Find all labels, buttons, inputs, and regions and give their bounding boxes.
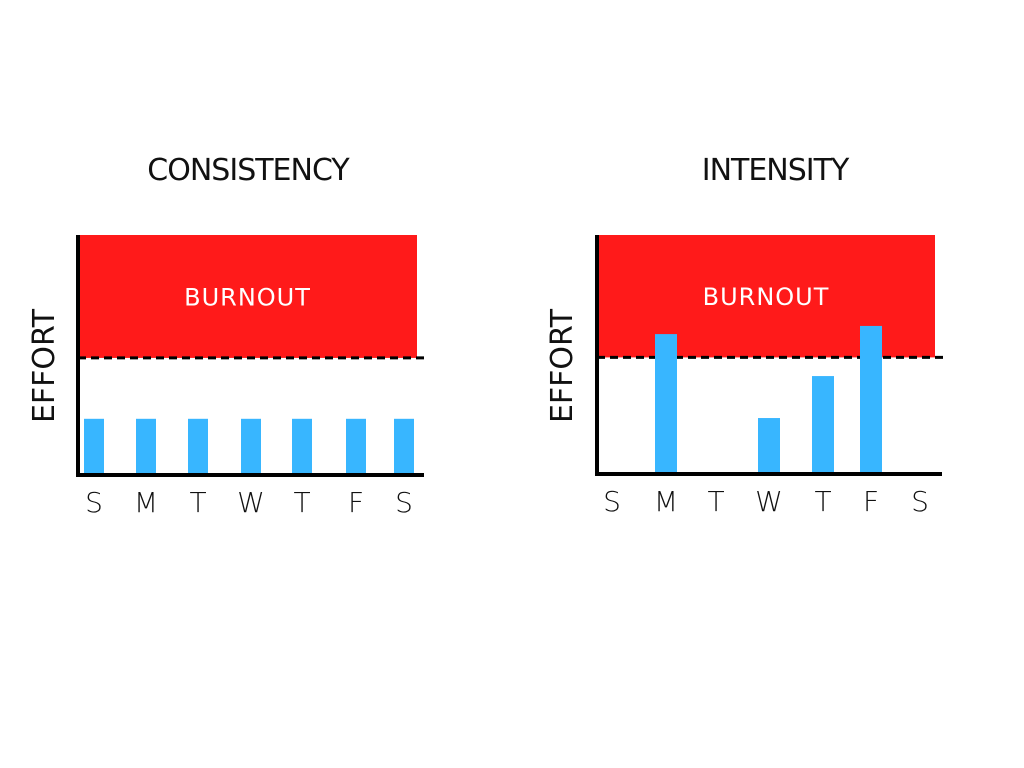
bar-0 bbox=[84, 418, 104, 475]
y-axis-label: EFFORT bbox=[545, 308, 580, 423]
x-tick-label: M bbox=[134, 486, 158, 519]
x-tick-label: S bbox=[395, 486, 413, 519]
x-tick-label: T bbox=[814, 485, 831, 518]
bar-2 bbox=[188, 418, 208, 475]
bar-1 bbox=[136, 418, 156, 475]
x-tick-label: F bbox=[863, 485, 879, 518]
x-tick-label: T bbox=[189, 486, 206, 519]
burnout-label: BURNOUT bbox=[184, 283, 311, 311]
x-tick-label: S bbox=[85, 486, 103, 519]
x-tick-label: M bbox=[654, 485, 678, 518]
bar-4 bbox=[292, 418, 312, 475]
bars-group bbox=[84, 418, 414, 475]
x-tick-label: T bbox=[293, 486, 310, 519]
x-tick-label: F bbox=[348, 486, 364, 519]
burnout-label: BURNOUT bbox=[703, 283, 830, 311]
x-tick-label: W bbox=[237, 486, 265, 519]
x-tick-label: S bbox=[603, 485, 621, 518]
chart-title: CONSISTENCY bbox=[147, 153, 350, 188]
bar-5 bbox=[860, 325, 882, 474]
bar-6 bbox=[394, 418, 414, 475]
chart-title: INTENSITY bbox=[702, 153, 850, 188]
bars-group bbox=[655, 325, 882, 474]
bar-3 bbox=[758, 418, 780, 474]
burnout-zone bbox=[78, 235, 417, 358]
x-tick-label: S bbox=[911, 485, 929, 518]
bar-5 bbox=[346, 418, 366, 475]
bar-1 bbox=[655, 334, 677, 474]
bar-4 bbox=[812, 376, 834, 474]
x-tick-label: T bbox=[707, 485, 724, 518]
x-tick-label: W bbox=[755, 485, 783, 518]
y-axis-label: EFFORT bbox=[27, 308, 62, 423]
bar-3 bbox=[241, 418, 261, 475]
